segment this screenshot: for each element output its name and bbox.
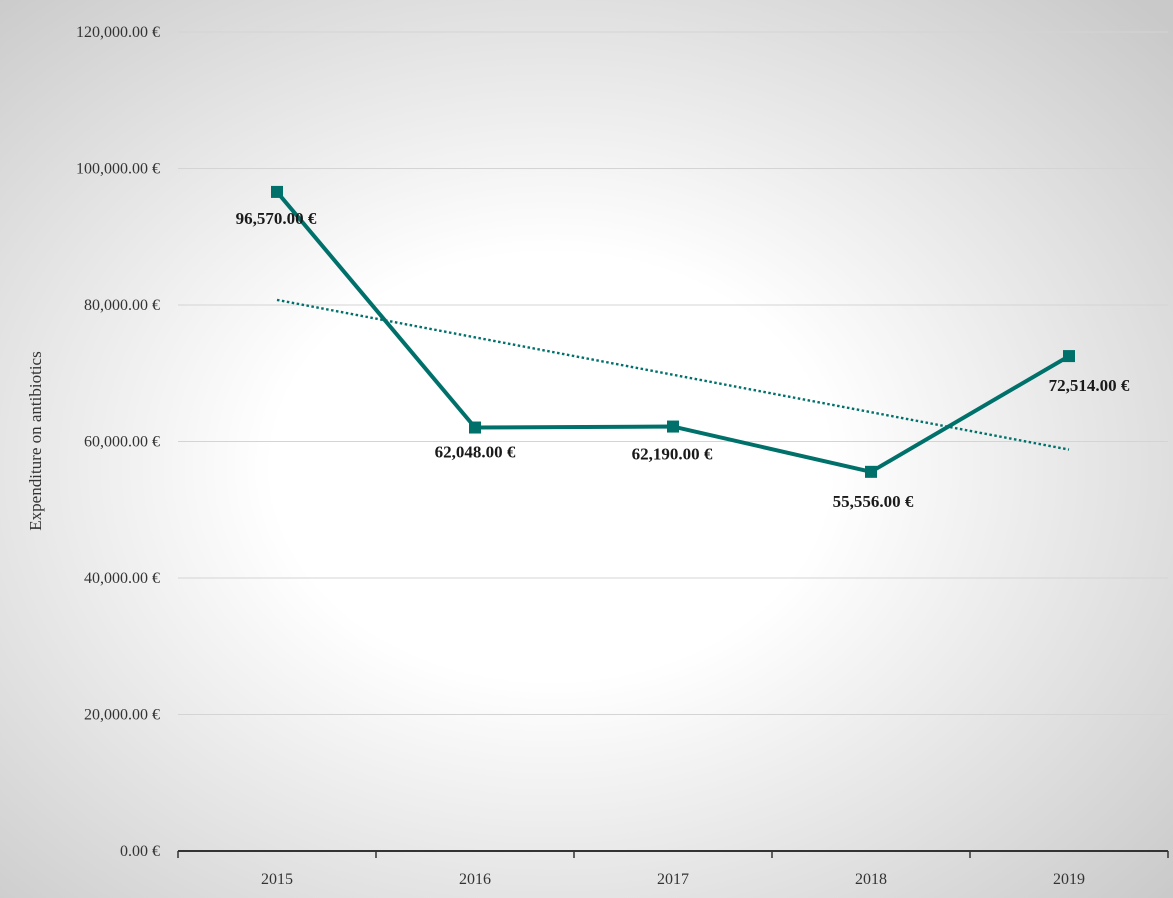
y-tick-label: 60,000.00 € — [84, 434, 160, 451]
y-tick-label: 120,000.00 € — [76, 24, 160, 41]
x-tick-label: 2016 — [459, 871, 491, 888]
y-tick-label: 20,000.00 € — [84, 707, 160, 724]
y-tick-label: 100,000.00 € — [76, 161, 160, 178]
trendline — [276, 298, 1070, 451]
y-axis-title: Expenditure on antibiotics — [26, 351, 45, 530]
data-point-marker — [667, 420, 679, 433]
gridlines — [178, 31, 1168, 715]
x-tick-label: 2015 — [261, 871, 293, 888]
data-label: 62,190.00 € — [632, 445, 713, 464]
trendline-line — [276, 298, 1070, 451]
y-tick-label: 0.00 € — [120, 843, 160, 860]
x-tick-labels: 2015 2016 2017 2018 2019 — [261, 871, 1085, 888]
y-tick-label: 80,000.00 € — [84, 297, 160, 314]
data-point-marker — [271, 185, 283, 198]
data-label: 62,048.00 € — [435, 443, 516, 462]
data-label: 96,570.00 € — [236, 209, 317, 228]
data-point-marker — [469, 421, 481, 434]
axes — [177, 850, 1169, 858]
data-point-marker — [1063, 350, 1075, 363]
data-point-marker — [865, 465, 877, 478]
data-labels: 96,570.00 € 62,048.00 € 62,190.00 € 55,556.… — [236, 209, 1130, 511]
x-tick-label: 2018 — [855, 871, 887, 888]
y-tick-label: 40,000.00 € — [84, 570, 160, 587]
series — [271, 185, 1075, 478]
data-label: 55,556.00 € — [833, 492, 914, 511]
x-tick-label: 2017 — [657, 871, 689, 888]
y-tick-labels: 0.00 € 20,000.00 € 40,000.00 € 60,000.00 € 8… — [76, 24, 160, 860]
x-tick-label: 2019 — [1053, 871, 1085, 888]
data-label: 72,514.00 € — [1049, 376, 1130, 395]
